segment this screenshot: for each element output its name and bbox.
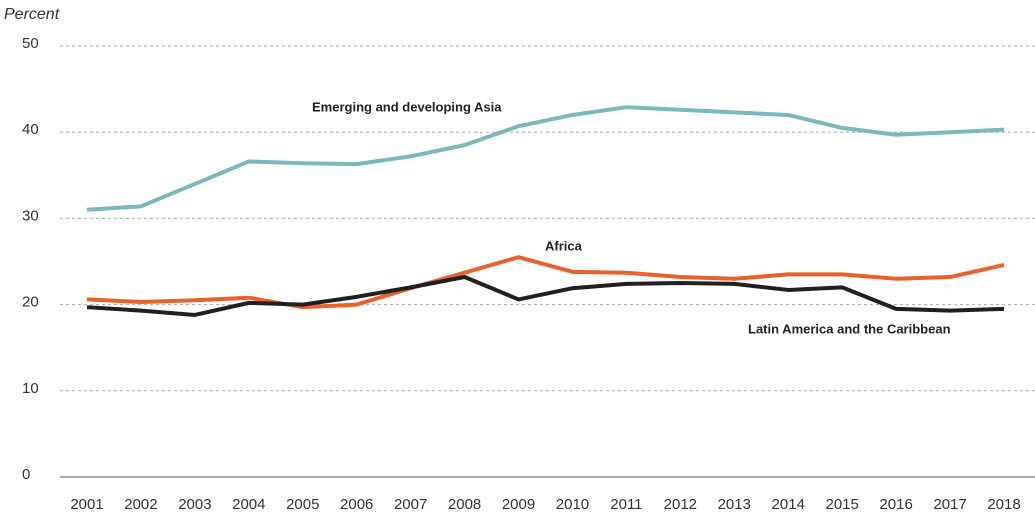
x-tick-label: 2004	[232, 496, 265, 513]
y-tick-label: 40	[22, 121, 39, 138]
x-tick-label: 2010	[556, 496, 589, 513]
y-tick-label: 10	[22, 380, 39, 397]
x-tick-label: 2012	[664, 496, 697, 513]
x-tick-label: 2003	[178, 496, 211, 513]
series-label: Africa	[545, 238, 583, 253]
x-tick-label: 2013	[718, 496, 751, 513]
x-tick-label: 2015	[825, 496, 858, 513]
series-line	[86, 255, 1005, 310]
y-axis-label: Percent	[4, 6, 60, 23]
y-tick-label: 20	[22, 294, 39, 311]
x-tick-label: 2018	[987, 496, 1020, 513]
series-line	[86, 275, 1005, 317]
x-tick-label: 2017	[933, 496, 966, 513]
x-tick-label: 2009	[502, 496, 535, 513]
y-tick-label: 0	[22, 466, 30, 483]
series-label: Emerging and developing Asia	[312, 99, 502, 114]
x-tick-label: 2007	[394, 496, 427, 513]
x-tick-label: 2002	[124, 496, 157, 513]
x-tick-label: 2016	[879, 496, 912, 513]
x-tick-label: 2014	[772, 496, 805, 513]
x-tick-label: 2001	[70, 496, 103, 513]
y-tick-label: 30	[22, 207, 39, 224]
series-label: Latin America and the Caribbean	[748, 321, 951, 336]
x-tick-label: 2011	[610, 496, 642, 513]
x-tick-label: 2006	[340, 496, 373, 513]
x-tick-label: 2008	[448, 496, 481, 513]
series-line	[86, 105, 1005, 212]
y-tick-label: 50	[22, 35, 39, 52]
x-tick-label: 2005	[286, 496, 319, 513]
